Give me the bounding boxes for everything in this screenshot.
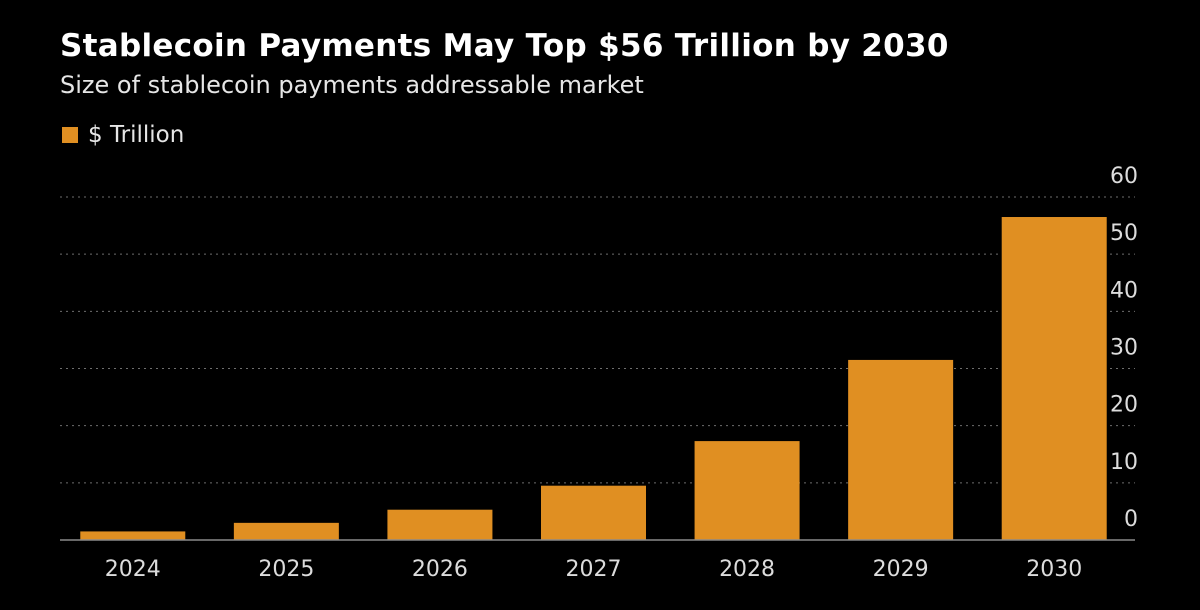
bar (541, 486, 646, 540)
y-tick-label: 40 (1110, 278, 1138, 303)
y-tick-label: 60 (1110, 164, 1138, 189)
y-tick-label: 20 (1110, 393, 1138, 418)
y-tick-label: 10 (1110, 450, 1138, 475)
x-tick-label: 2025 (258, 557, 314, 582)
y-tick-label: 0 (1124, 507, 1138, 532)
bar (234, 523, 339, 540)
x-tick-label: 2027 (566, 557, 622, 582)
x-tick-label: 2026 (412, 557, 468, 582)
bar-chart: 01020304050602024 2025 2026 2027 2028 2029 203… (0, 0, 1200, 610)
bars (80, 217, 1106, 540)
x-tick-label: 2028 (719, 557, 775, 582)
y-tick-label: 30 (1110, 336, 1138, 361)
gridlines (60, 197, 1135, 483)
bar (848, 360, 953, 540)
y-tick-label: 50 (1110, 221, 1138, 246)
x-tick-label: 2024 (105, 557, 161, 582)
bar (695, 441, 800, 540)
x-tick-label: 2030 (1026, 557, 1082, 582)
bar (387, 510, 492, 540)
bar (1002, 217, 1107, 540)
x-tick-label: 2029 (873, 557, 929, 582)
bar (80, 531, 185, 540)
